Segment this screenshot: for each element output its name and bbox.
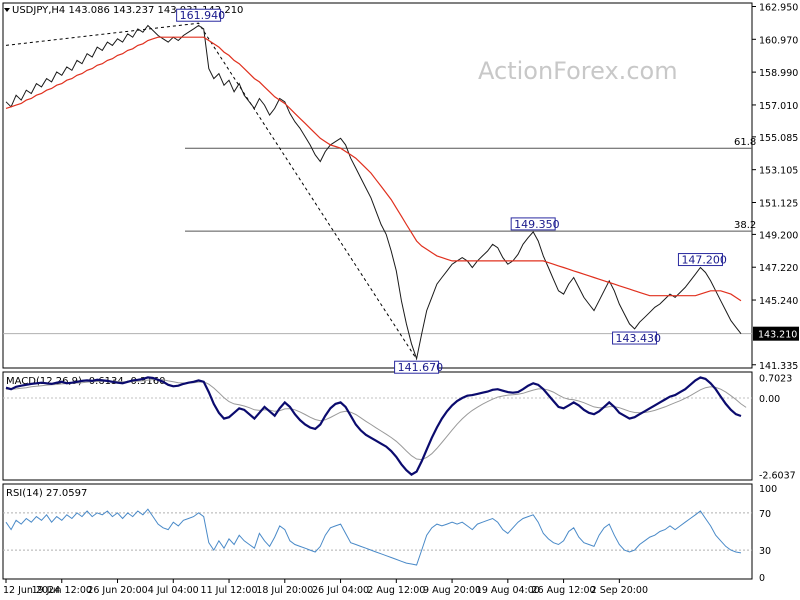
swing-label-box: [677, 253, 723, 267]
y-tick-label: 155.085: [759, 133, 798, 144]
current-price-tag: [753, 326, 799, 341]
macd-y-tick-label: -2.6037: [759, 471, 796, 482]
y-tick-label: 158.990: [759, 68, 798, 79]
x-tick-label: 2 Sep 20:00: [591, 585, 648, 596]
macd-signal-line: [6, 379, 747, 461]
rsi-y-tick-label: 0: [759, 573, 765, 584]
y-tick-label: 149.200: [759, 230, 798, 241]
y-tick-label: 153.105: [759, 166, 798, 177]
price-line: [5, 24, 742, 361]
fib-level-label: 38.2: [734, 220, 756, 231]
trendline-dashed: [5, 22, 418, 360]
x-tick-label: 19 Jun 12:00: [32, 585, 92, 596]
fib-level-label: 61.8: [734, 137, 756, 148]
rsi-y-tick-label: 30: [759, 546, 771, 557]
swing-label: 143.430: [616, 332, 662, 345]
macd-panel-frame: [2, 371, 753, 481]
swing-label-box: [394, 360, 440, 374]
reference-lines: 61.8 38.2: [3, 22, 756, 551]
x-tick-label: 19 Aug 04:00: [476, 585, 540, 596]
swing-label: 141.670: [398, 361, 444, 374]
swing-label-box: [176, 8, 222, 22]
macd-line: [5, 376, 742, 476]
x-tick-label: 2 Aug 12:00: [367, 585, 425, 596]
x-tick-label: 26 Aug 12:00: [532, 585, 596, 596]
x-tick-label: 18 Jul 20:00: [256, 585, 313, 596]
y-tick-label: 141.335: [759, 361, 798, 372]
axis-labels: 162.950 160.970 158.990 157.010 155.085 153.1…: [3, 2, 799, 596]
rsi-y-tick-label: 100: [759, 484, 777, 495]
y-tick-label: 151.125: [759, 198, 798, 209]
price-panel-title: USDJPY,H4 143.086 143.237 143.031 143.21…: [12, 5, 243, 16]
x-tick-label: 12 Jun 2024: [3, 585, 60, 596]
macd-y-tick-label: 0.7023: [759, 373, 792, 384]
current-price-label: 143.210: [758, 330, 797, 341]
ema-line: [5, 36, 742, 302]
x-tick-label: 11 Jul 12:00: [201, 585, 258, 596]
x-tick-label: 9 Aug 20:00: [423, 585, 481, 596]
y-tick-label: 160.970: [759, 35, 798, 46]
annotations-layer: 161.940 149.350 147.200 143.430 141.670: [176, 8, 727, 374]
price-panel-frame: [2, 2, 753, 369]
swing-label-box: [612, 331, 658, 345]
symbol-dropdown-icon[interactable]: [4, 8, 10, 12]
watermark: ActionForex.com: [478, 57, 678, 85]
rsi-panel-frame: [2, 483, 753, 580]
x-tick-label: 4 Jul 04:00: [148, 585, 199, 596]
rsi-y-tick-label: 70: [759, 509, 771, 520]
swing-label: 149.350: [514, 218, 560, 231]
y-tick-label: 147.220: [759, 263, 798, 274]
swing-label: 147.200: [681, 254, 727, 267]
y-tick-label: 145.240: [759, 296, 798, 307]
series-layer: [5, 24, 747, 566]
swing-label-box: [510, 217, 556, 231]
rsi-panel-title: RSI(14) 27.0597: [6, 488, 87, 499]
y-tick-label: 157.010: [759, 101, 798, 112]
rsi-line: [5, 508, 742, 566]
x-tick-label: 26 Jun 20:00: [87, 585, 147, 596]
x-tick-label: 26 Jul 04:00: [312, 585, 369, 596]
y-tick-label: 162.950: [759, 2, 798, 13]
macd-y-tick-label: 0.00: [759, 394, 780, 405]
swing-label: 161.940: [180, 9, 226, 22]
